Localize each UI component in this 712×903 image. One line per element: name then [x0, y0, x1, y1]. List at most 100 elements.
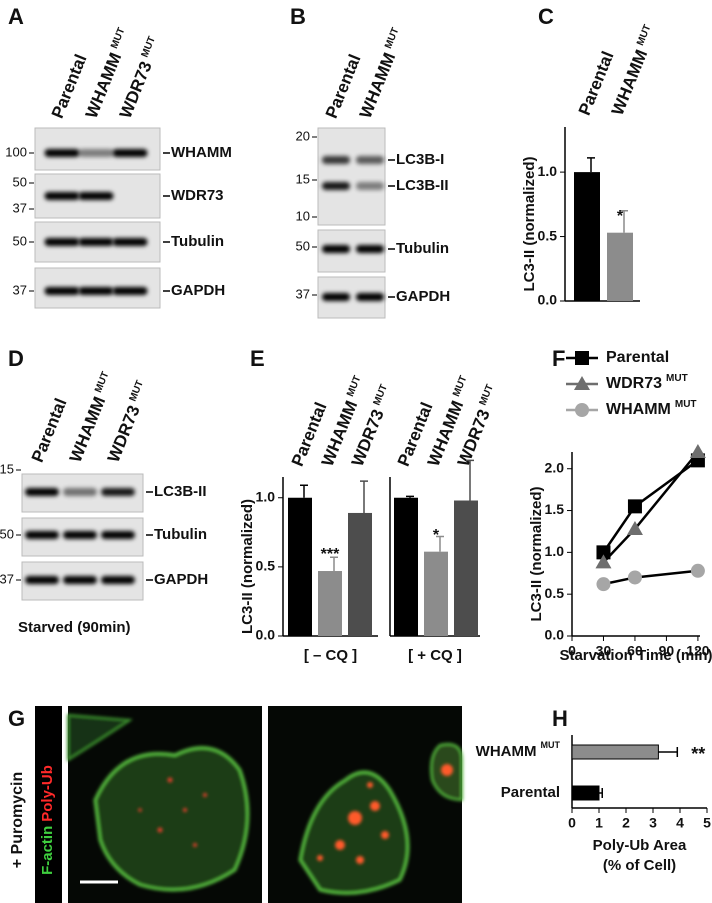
stain-label: F-actin [39, 826, 56, 875]
mw-marker: 50 [0, 526, 14, 541]
mw-marker: 15 [0, 461, 14, 476]
x-axis-label: (% of Cell) [603, 857, 676, 874]
band [112, 238, 148, 246]
point [596, 577, 611, 592]
bar [394, 497, 418, 636]
error-bar [587, 157, 595, 173]
x-tick-label: 1 [595, 815, 603, 831]
band [321, 245, 351, 253]
lane-label-sup: MUT [345, 374, 363, 398]
band [25, 488, 59, 496]
puncta [317, 764, 453, 864]
legend-label: WDR73 MUT [606, 373, 688, 393]
stain-strip [35, 706, 62, 903]
condition-label: + Puromycin [9, 772, 26, 868]
category-label: WHAMM MUT [476, 740, 561, 760]
lane-label: WDR73MUT [115, 35, 165, 121]
error-bar [466, 459, 474, 501]
lane-label-main: WDR73 [104, 403, 144, 465]
x-tick-label: 60 [627, 643, 643, 659]
significance: ** [691, 744, 705, 764]
band [44, 287, 80, 295]
band [321, 156, 351, 164]
legend-label-main: Parental [606, 349, 669, 366]
band [78, 149, 114, 157]
band [63, 576, 97, 584]
band [44, 149, 80, 157]
lane-label-sup: MUT [451, 374, 469, 398]
point [627, 570, 642, 585]
y-tick-label: 1.0 [256, 488, 276, 504]
band [112, 149, 148, 157]
y-tick-label: 0.5 [256, 558, 276, 574]
blot-strip [317, 127, 386, 226]
cell [298, 770, 410, 895]
band [63, 488, 97, 496]
band-label: GAPDH [396, 288, 450, 305]
panel-label: B [290, 4, 306, 29]
band [112, 287, 148, 295]
x-tick-label: 3 [649, 815, 657, 831]
mw-marker: 50 [13, 233, 27, 248]
stain-labels: F-actin Poly-Ub [39, 765, 56, 875]
mw-marker: 50 [13, 174, 27, 189]
stain-label: Poly-Ub [39, 765, 56, 822]
x-tick-label: 0 [568, 815, 576, 831]
x-tick-label: 90 [659, 643, 675, 659]
series-line [603, 569, 699, 586]
band [25, 531, 59, 539]
y-axis-label: LC3-II (normalized) [239, 499, 256, 634]
band [355, 245, 385, 253]
series-line [602, 451, 699, 564]
band [44, 192, 80, 200]
point [690, 563, 705, 578]
point [626, 520, 643, 535]
panel-label: F [552, 346, 565, 371]
mw-marker: 37 [0, 571, 14, 586]
band-label: LC3B-II [396, 177, 449, 194]
significance: *** [321, 546, 340, 563]
point [575, 403, 589, 417]
band [101, 488, 135, 496]
y-tick-label: 0.0 [256, 627, 276, 643]
legend-label-sup: MUT [675, 399, 697, 410]
band [63, 531, 97, 539]
error-bar [330, 556, 338, 572]
band [78, 238, 114, 246]
lane-label-sup: MUT [109, 26, 127, 50]
mw-marker: 37 [296, 286, 310, 301]
category-label-main: WHAMM [476, 743, 537, 760]
panel-label: C [538, 4, 554, 29]
point [574, 376, 590, 390]
cell [67, 713, 133, 762]
x-tick-label: 5 [703, 815, 711, 831]
band-label: Tubulin [154, 526, 207, 543]
lane-label-sup: MUT [371, 383, 389, 407]
y-tick-label: 2.0 [545, 459, 565, 475]
x-axis-label: Poly-Ub Area [593, 837, 687, 854]
legend-label: Parental [606, 349, 669, 366]
y-axis-label: LC3-II (normalized) [528, 486, 545, 621]
x-tick-label: 120 [686, 643, 710, 659]
point [596, 545, 611, 560]
mw-marker: 37 [13, 200, 27, 215]
x-axis-label: [ – CQ ] [304, 647, 357, 664]
bar [348, 512, 372, 636]
category-label: Parental [501, 784, 560, 801]
category-label-main: Parental [501, 784, 560, 801]
error-bar [300, 484, 308, 498]
bar [574, 172, 600, 301]
band-label: LC3B-II [154, 483, 207, 500]
band-label: Tubulin [171, 233, 224, 250]
band [101, 576, 135, 584]
band [78, 192, 114, 200]
band [355, 182, 385, 190]
lane-label-sup: MUT [93, 370, 111, 394]
y-tick-label: 0.5 [538, 227, 558, 243]
mw-marker: 10 [296, 208, 310, 223]
panel-label: H [552, 706, 568, 731]
bar [571, 785, 600, 801]
x-tick-label: 0 [568, 643, 576, 659]
panel-label: G [8, 706, 25, 731]
